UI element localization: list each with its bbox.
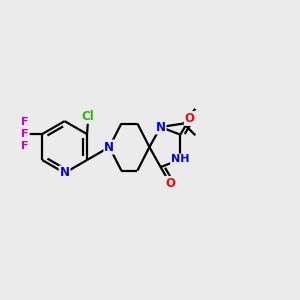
Text: Cl: Cl (82, 110, 94, 123)
Text: NH: NH (171, 154, 190, 164)
Text: F: F (21, 141, 29, 151)
Text: N: N (156, 121, 166, 134)
Text: O: O (165, 177, 175, 190)
Text: N: N (60, 167, 70, 179)
Text: N: N (104, 141, 114, 154)
Text: F: F (21, 117, 29, 127)
Text: F: F (21, 129, 29, 139)
Text: O: O (185, 112, 195, 125)
